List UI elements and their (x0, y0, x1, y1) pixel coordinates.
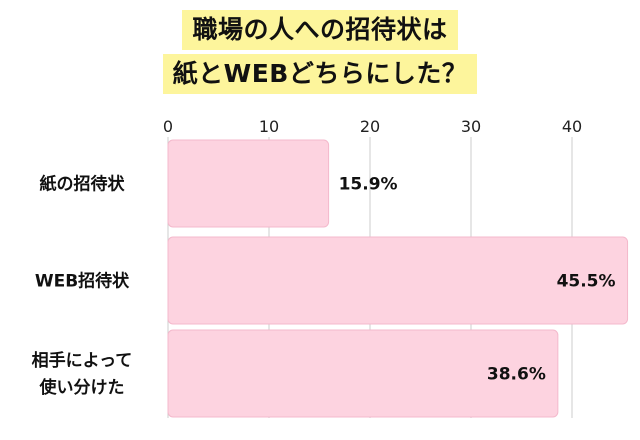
bar-1 (167, 236, 629, 325)
chart-title-line-2: 紙とWEBどちらにした？ (162, 54, 478, 94)
value-label-0: 15.9% (339, 175, 398, 195)
x-tick-label-20: 20 (360, 117, 380, 136)
category-label-0-0: 紙の招待状 (40, 174, 126, 195)
value-label-2: 38.6% (487, 365, 546, 385)
value-label-1: 45.5% (557, 272, 616, 292)
category-label-2-1: 使い分けた (39, 377, 125, 398)
bar-2 (167, 329, 559, 418)
chart-title: 職場の人への招待状は 紙とWEBどちらにした？ (0, 10, 640, 94)
bar-0 (167, 139, 330, 228)
x-tick-label-30: 30 (461, 117, 481, 136)
x-tick-label-0: 0 (163, 117, 173, 136)
chart-title-line-1: 職場の人への招待状は (182, 10, 458, 50)
category-label-1-0: WEB招待状 (35, 271, 130, 292)
x-tick-label-10: 10 (259, 117, 279, 136)
x-tick-label-40: 40 (562, 117, 582, 136)
category-label-2-0: 相手によって (32, 350, 133, 371)
